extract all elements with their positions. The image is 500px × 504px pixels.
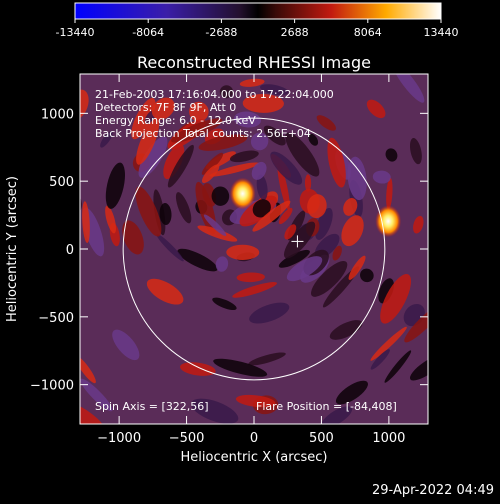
colorbar-ticks: -13440 -8064 -2688 2688 8064 13440 [56,19,459,39]
info-line: 21-Feb-2003 17:16:04.000 to 17:22:04.000 [95,88,334,101]
chart-title: Reconstructed RHESSI Image [137,53,371,72]
colorbar-tick-label: 13440 [424,26,459,39]
texture-blob [2,76,17,92]
texture-blob [450,189,467,221]
info-line: Energy Range: 6.0 - 12.0 keV [95,114,256,127]
y-tick-label: −1000 [30,379,74,394]
x-tick-label: 1000 [372,431,405,446]
y-axis-label: Heliocentric Y (arcsec) [5,176,20,322]
colorbar-tick-label: -8064 [132,26,164,39]
spin-axis-label: Spin Axis = [322,56] [95,400,209,413]
texture-blob [485,132,496,155]
texture-blob [30,320,62,367]
texture-blob [167,23,183,42]
colorbar [75,3,441,19]
texture-blob [468,53,489,74]
texture-blob [432,328,452,352]
flare-position-label: Flare Position = [-84,408] [256,400,397,413]
texture-blob [25,212,49,239]
texture-blob [454,200,477,234]
info-line: Back Projection Total counts: 2.56E+04 [95,127,311,140]
x-tick-label: −1000 [97,431,141,446]
colorbar-tick-label: 2688 [281,26,309,39]
colorbar-tick-label: -2688 [205,26,237,39]
y-tick-label: 0 [66,243,74,258]
texture-blob [453,119,478,172]
info-line: Detectors: 7F 8F 9F, Att 0 [95,101,236,114]
texture-blob [449,292,474,332]
texture-blob [36,55,79,97]
timestamp: 29-Apr-2022 04:49 [372,483,494,498]
x-tick-label: −500 [169,431,205,446]
x-tick-label: 0 [250,431,258,446]
colorbar-tick-label: -13440 [56,26,95,39]
y-tick-label: 500 [49,175,74,190]
x-axis-label: Heliocentric X (arcsec) [181,450,328,465]
texture-blob [0,240,3,279]
x-tick-label: 500 [309,431,334,446]
y-tick-label: −500 [38,311,74,326]
y-tick-label: 1000 [41,107,74,122]
flare-source [230,178,256,210]
colorbar-tick-label: 8064 [354,26,382,39]
texture-blob [429,323,471,375]
texture-blob [458,305,485,333]
texture-blob [105,37,132,63]
